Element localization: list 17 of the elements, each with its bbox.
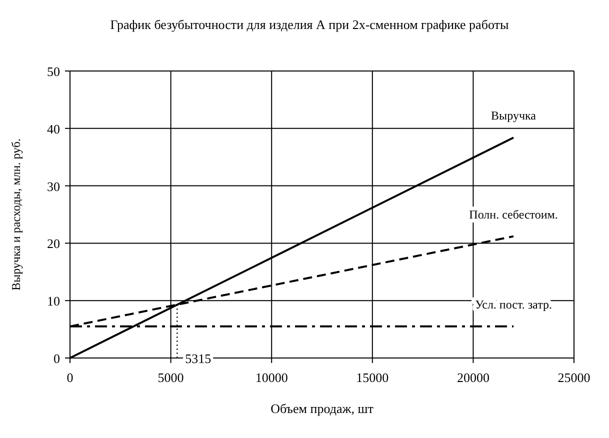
series-label: Усл. пост. затр. <box>475 297 552 312</box>
y-tick-label: 50 <box>47 64 60 79</box>
x-tick-label: 5000 <box>158 370 184 385</box>
x-tick-label: 15000 <box>356 370 389 385</box>
x-tick-label: 20000 <box>456 370 490 385</box>
x-axis-title: Объем продаж, шт <box>270 401 374 416</box>
x-tick-label: 10000 <box>255 370 288 385</box>
x-tick-label: 25000 <box>558 370 590 385</box>
series-label: Выручка <box>491 108 537 123</box>
y-tick-label: 10 <box>47 294 60 309</box>
chart-title: График безубыточности для изделия А при 2х-сменном графике работы <box>110 17 509 32</box>
y-tick-label: 20 <box>47 236 60 252</box>
y-axis-title: Выручка и расходы, млн. руб. <box>9 138 23 290</box>
y-tick-label: 30 <box>47 178 60 194</box>
x-tick-label: 0 <box>66 370 74 385</box>
y-tick-label: 40 <box>47 121 60 136</box>
y-tick-label: 0 <box>54 351 60 366</box>
